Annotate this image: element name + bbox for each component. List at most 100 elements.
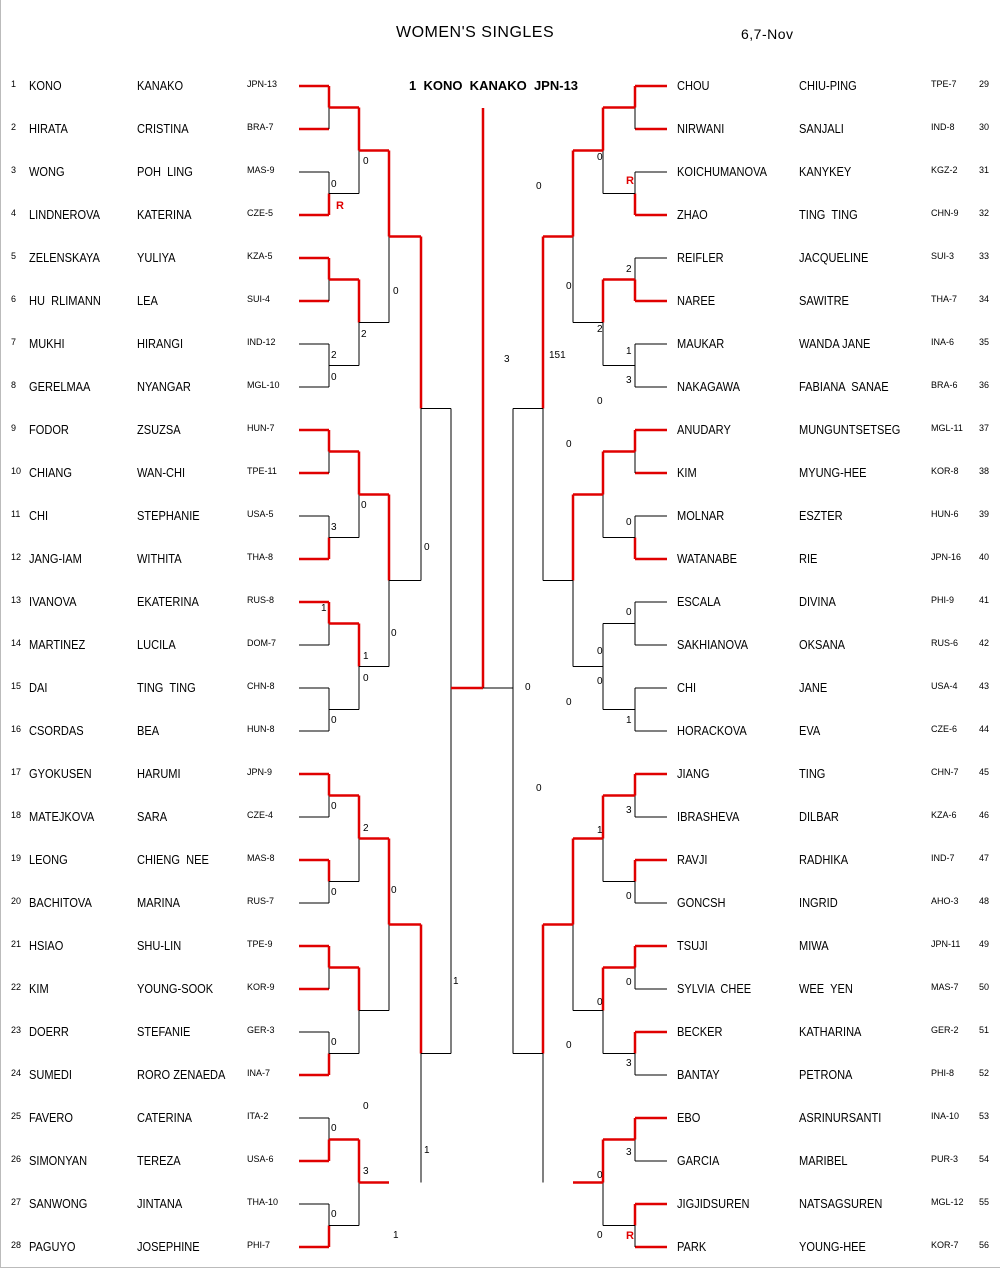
player-first-name: WITHITA: [137, 551, 182, 566]
player-first-name: LEA: [137, 293, 158, 308]
match-score: 0: [626, 517, 632, 528]
player-country-code: KZA-6: [931, 810, 957, 820]
player-first-name: NYANGAR: [137, 379, 191, 394]
seed-number: 9: [11, 423, 17, 433]
player-last-name: KIM: [29, 981, 49, 996]
player-last-name: SANWONG: [29, 1196, 88, 1211]
player-first-name: FABIANA SANAE: [799, 379, 889, 394]
match-score: 2: [331, 350, 337, 361]
match-score: 0: [566, 439, 572, 450]
player-first-name: EVA: [799, 723, 821, 738]
player-country-code: CHN-7: [931, 767, 959, 777]
player-last-name: KOICHUMANOVA: [677, 164, 768, 179]
player-country-code: KOR-7: [931, 1240, 959, 1250]
retired-mark: R: [626, 175, 634, 187]
player-first-name: TEREZA: [137, 1153, 181, 1168]
player-country-code: IND-12: [247, 337, 276, 347]
player-first-name: SAWITRE: [799, 293, 849, 308]
player-last-name: FAVERO: [29, 1110, 74, 1125]
seed-number: 39: [979, 509, 990, 519]
player-first-name: TING TING: [137, 680, 196, 695]
player-first-name: JOSEPHINE: [137, 1239, 200, 1254]
player-first-name: MYUNG-HEE: [799, 465, 867, 480]
player-first-name: RIE: [799, 551, 818, 566]
match-score: 0: [331, 179, 337, 190]
match-score: 0: [597, 676, 603, 687]
player-first-name: YULIYA: [137, 250, 176, 265]
seed-number: 41: [979, 595, 990, 605]
player-country-code: GER-2: [931, 1025, 959, 1035]
match-score: 0: [597, 646, 603, 657]
player-country-code: HUN-7: [247, 423, 275, 433]
player-last-name: ANUDARY: [677, 422, 731, 437]
seed-number: 52: [979, 1068, 990, 1078]
player-last-name: MOLNAR: [677, 508, 725, 523]
player-first-name: STEFANIE: [137, 1024, 191, 1039]
seed-number: 25: [11, 1111, 22, 1121]
seed-number: 21: [11, 939, 22, 949]
player-last-name: DAI: [29, 680, 48, 695]
match-score: 3: [626, 805, 632, 816]
seed-number: 49: [979, 939, 990, 949]
seed-number: 48: [979, 896, 990, 906]
player-country-code: CZE-6: [931, 724, 958, 734]
match-score: 2: [597, 324, 603, 335]
player-country-code: JPN-11: [931, 939, 961, 949]
player-first-name: JACQUELINE: [799, 250, 869, 265]
match-score: 3: [626, 1058, 632, 1069]
player-country-code: RUS-8: [247, 595, 275, 605]
player-country-code: USA-6: [247, 1154, 274, 1164]
seed-number: 28: [11, 1240, 22, 1250]
player-country-code: JPN-9: [247, 767, 273, 777]
match-score: 0: [391, 885, 397, 896]
player-last-name: IVANOVA: [29, 594, 77, 609]
player-last-name: KONO: [29, 78, 62, 93]
match-score: 0: [331, 1209, 337, 1220]
match-score: 0: [363, 156, 369, 167]
match-score: 0: [361, 500, 367, 511]
seed-number: 53: [979, 1111, 990, 1121]
player-first-name: CHIU-PING: [799, 78, 857, 93]
seed-number: 3: [11, 165, 17, 175]
player-first-name: CRISTINA: [137, 121, 189, 136]
seed-number: 34: [979, 294, 990, 304]
player-first-name: POH LING: [137, 164, 193, 179]
match-score: 3: [331, 522, 337, 533]
player-country-code: BRA-6: [931, 380, 958, 390]
player-first-name: HARUMI: [137, 766, 181, 781]
seed-number: 22: [11, 982, 22, 992]
player-first-name: TING TING: [799, 207, 858, 222]
seed-number: 55: [979, 1197, 990, 1207]
player-last-name: RAVJI: [677, 852, 708, 867]
seed-number: 46: [979, 810, 990, 820]
event-date: 6,7-Nov: [741, 26, 794, 42]
match-score: 0: [626, 607, 632, 618]
player-first-name: YOUNG-SOOK: [137, 981, 214, 996]
player-last-name: EBO: [677, 1110, 701, 1125]
player-first-name: WANDA JANE: [799, 336, 871, 351]
player-last-name: TSUJI: [677, 938, 708, 953]
match-score: 0: [363, 1101, 369, 1112]
player-first-name: SANJALI: [799, 121, 844, 136]
match-score: 0: [424, 542, 430, 553]
player-last-name: CHI: [677, 680, 697, 695]
match-score: 1: [453, 976, 459, 987]
player-first-name: CHIENG NEE: [137, 852, 209, 867]
player-last-name: SYLVIA CHEE: [677, 981, 752, 996]
match-score: 0: [331, 1123, 337, 1134]
player-last-name: MAUKAR: [677, 336, 725, 351]
seed-number: 51: [979, 1025, 990, 1035]
player-last-name: ZELENSKAYA: [29, 250, 100, 265]
seed-number: 45: [979, 767, 990, 777]
player-last-name: ZHAO: [677, 207, 708, 222]
player-country-code: MGL-12: [931, 1197, 964, 1207]
player-last-name: SIMONYAN: [29, 1153, 88, 1168]
player-country-code: CZE-5: [247, 208, 274, 218]
player-last-name: LEONG: [29, 852, 68, 867]
player-country-code: KOR-9: [247, 982, 275, 992]
player-last-name: SAKHIANOVA: [677, 637, 749, 652]
player-last-name: GARCIA: [677, 1153, 720, 1168]
retired-mark: R: [336, 200, 344, 212]
